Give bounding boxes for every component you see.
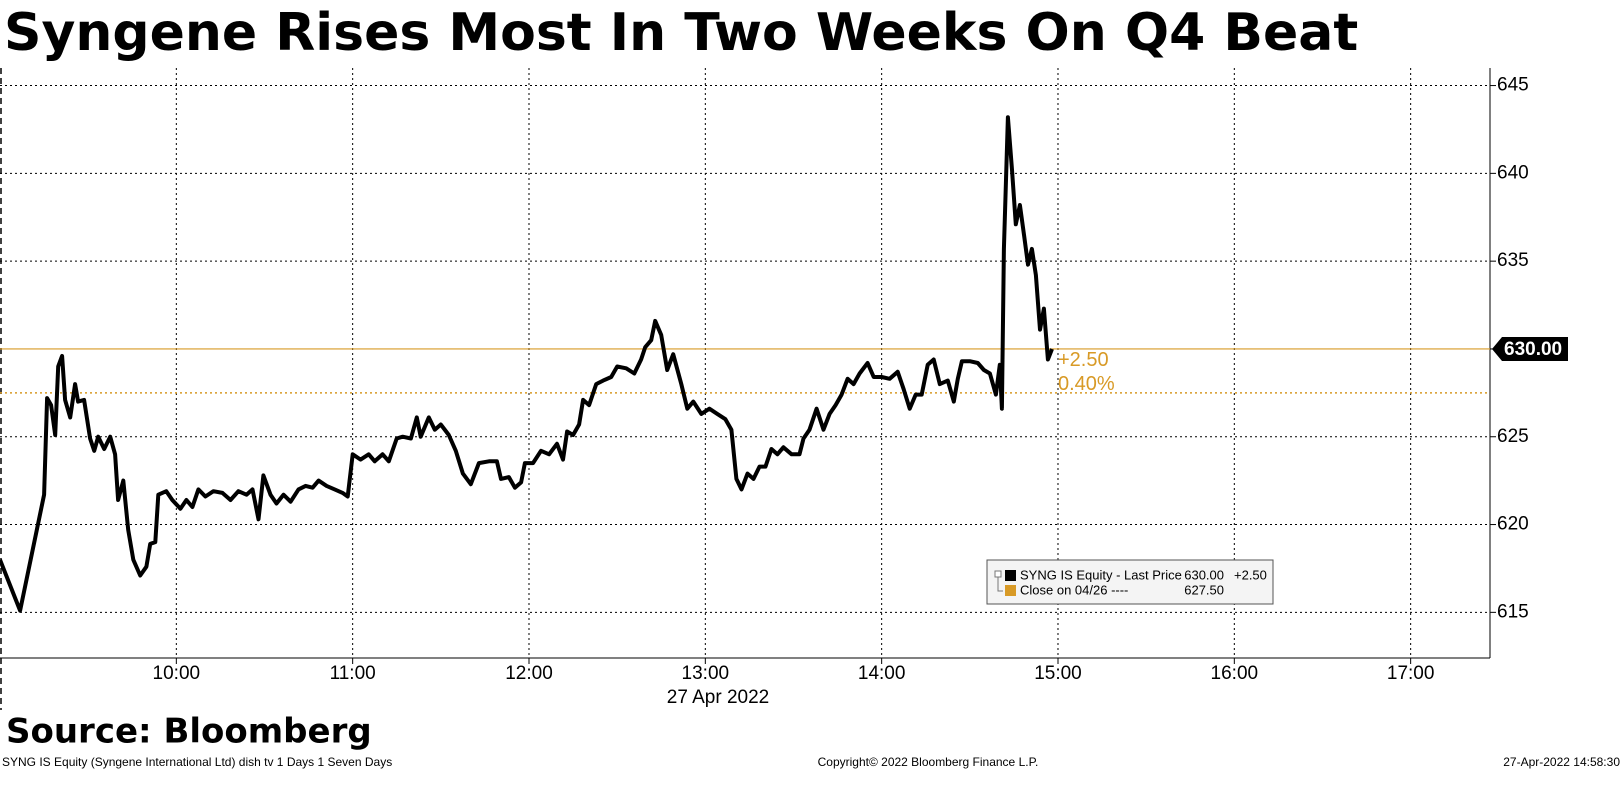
y-tick-label: 620: [1497, 514, 1529, 535]
x-tick-label: 11:00: [330, 663, 376, 684]
change-annotation: +2.50: [1058, 349, 1109, 371]
legend-label: SYNG IS Equity - Last Price: [1020, 567, 1182, 582]
legend-value: 630.00: [1184, 567, 1224, 582]
legend-swatch: [1005, 585, 1016, 596]
x-tick-label: 16:00: [1211, 663, 1259, 684]
footer-left: SYNG IS Equity (Syngene International Lt…: [2, 755, 392, 769]
chart-title: Syngene Rises Most In Two Weeks On Q4 Be…: [4, 3, 1358, 63]
legend-box: [986, 559, 1274, 605]
x-tick-label: 15:00: [1034, 663, 1082, 684]
price-line: [0, 115, 1054, 613]
x-tick-label: 14:00: [858, 663, 906, 684]
last-price-label: 630.00: [1504, 339, 1562, 360]
y-tick-label: 615: [1497, 601, 1529, 622]
x-tick-label: 12:00: [505, 663, 553, 684]
legend-value: 627.50: [1184, 582, 1224, 597]
legend-tree: [997, 574, 1003, 592]
x-axis-label: 27 Apr 2022: [667, 687, 769, 708]
last-price-tag: [1492, 336, 1568, 361]
x-tick-label: 10:00: [153, 663, 201, 684]
legend-tree-box: [994, 570, 1002, 578]
y-tick-label: 635: [1497, 250, 1529, 271]
x-tick-label: 17:00: [1387, 663, 1435, 684]
y-tick-label: 640: [1497, 162, 1529, 183]
y-tick-label: 625: [1497, 426, 1529, 447]
footer-right: 27-Apr-2022 14:58:30: [1503, 755, 1620, 769]
legend-swatch: [1005, 570, 1016, 581]
source: Source: Bloomberg: [6, 712, 372, 752]
change-pct-annotation: 0.40%: [1058, 373, 1115, 395]
x-tick-label: 13:00: [682, 663, 730, 684]
footer-center: Copyright© 2022 Bloomberg Finance L.P.: [818, 755, 1039, 769]
y-tick-label: 645: [1497, 75, 1529, 96]
legend-change: +2.50: [1234, 567, 1267, 582]
legend-label: Close on 04/26 ----: [1020, 582, 1128, 597]
